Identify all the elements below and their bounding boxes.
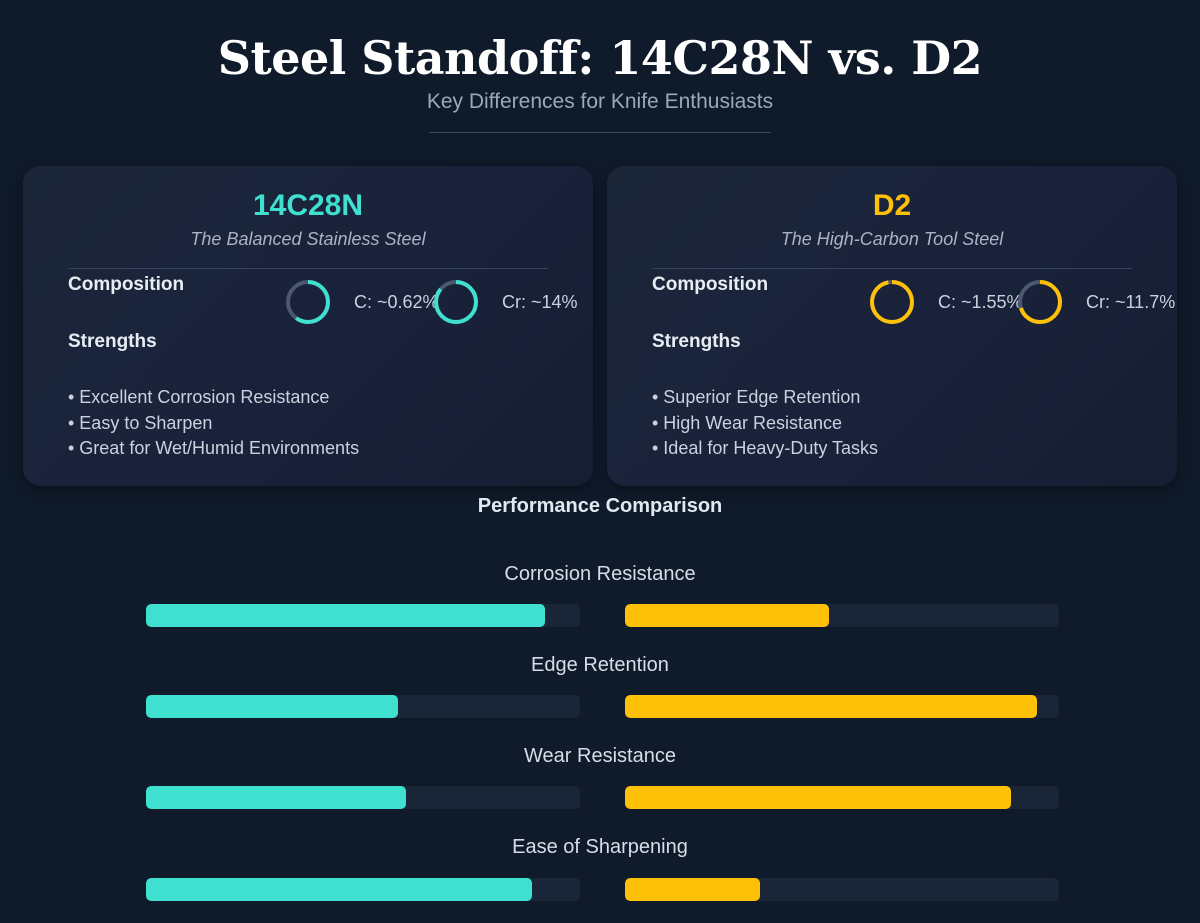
- bar-fill-14c28n: [146, 878, 533, 901]
- card-divider: [652, 268, 1132, 269]
- donut-arc: [1018, 280, 1062, 324]
- steel-tagline: The High-Carbon Tool Steel: [780, 229, 1004, 249]
- carbon-label: C: ~0.62%: [354, 292, 439, 312]
- performance-title: Performance Comparison: [477, 495, 723, 517]
- chromium-label: Cr: ~11.7%: [1086, 292, 1176, 312]
- bar-fill-14c28n: [146, 786, 407, 809]
- composition-heading: Composition: [68, 274, 185, 295]
- metric-label-corrosion: Corrosion Resistance: [504, 563, 696, 585]
- bar-fill-d2: [625, 878, 760, 901]
- bar-track-14c28n: [146, 878, 580, 901]
- steel-card-d2: D2 The High-Carbon Tool Steel Compositio…: [607, 166, 1177, 486]
- bar-track-14c28n: [146, 695, 580, 718]
- metric-label-edge-retention: Edge Retention: [531, 654, 669, 676]
- steel-name: 14C28N: [252, 189, 364, 222]
- strength-item: • Ideal for Heavy-Duty Tasks: [652, 438, 879, 458]
- bar-fill-14c28n: [146, 695, 398, 718]
- page-header: Steel Standoff: 14C28N vs. D2 Key Differ…: [0, 28, 1200, 133]
- donut-arc: [870, 280, 914, 324]
- bar-track-d2: [625, 878, 1059, 901]
- chromium-label: Cr: ~14%: [502, 292, 578, 312]
- strengths-heading: Strengths: [652, 331, 741, 352]
- steel-tagline: The Balanced Stainless Steel: [190, 229, 426, 249]
- strength-item: • Great for Wet/Humid Environments: [68, 438, 360, 458]
- metric-label-ease-of-sharpening: Ease of Sharpening: [512, 836, 688, 858]
- carbon-label: C: ~1.55%: [938, 292, 1023, 312]
- bar-fill-14c28n: [146, 604, 546, 627]
- bar-fill-d2: [625, 604, 829, 627]
- donut-arc: [286, 280, 330, 324]
- steel-card-14c28n: 14C28N The Balanced Stainless Steel Comp…: [23, 166, 593, 486]
- bar-track-d2: [625, 786, 1059, 809]
- metric-label-wear-resistance: Wear Resistance: [524, 745, 676, 767]
- bar-track-d2: [625, 695, 1059, 718]
- strengths-list: • Superior Edge Retention • High Wear Re…: [652, 385, 878, 462]
- strength-item: • High Wear Resistance: [652, 412, 843, 433]
- card-divider: [68, 268, 548, 269]
- chromium-donut-chart: [434, 280, 478, 324]
- strengths-heading: Strengths: [68, 331, 157, 352]
- bar-track-14c28n: [146, 786, 580, 809]
- carbon-donut-chart: [286, 280, 330, 324]
- carbon-donut-chart: [870, 280, 914, 324]
- header-divider: [429, 132, 771, 133]
- strength-item: • Easy to Sharpen: [68, 412, 213, 433]
- donut-arc: [434, 280, 478, 324]
- strength-item: • Excellent Corrosion Resistance: [68, 387, 330, 407]
- composition-heading: Composition: [652, 274, 769, 295]
- page-title: Steel Standoff: 14C28N vs. D2: [217, 31, 983, 85]
- bar-track-d2: [625, 604, 1059, 627]
- strength-item: • Superior Edge Retention: [652, 387, 861, 407]
- page-subtitle: Key Differences for Knife Enthusiasts: [426, 90, 774, 113]
- steel-name: D2: [872, 189, 912, 222]
- bar-track-14c28n: [146, 604, 580, 627]
- bar-fill-d2: [625, 695, 1038, 718]
- strengths-list: • Excellent Corrosion Resistance • Easy …: [68, 385, 359, 462]
- chromium-donut-chart: [1018, 280, 1062, 324]
- bar-fill-d2: [625, 786, 1012, 809]
